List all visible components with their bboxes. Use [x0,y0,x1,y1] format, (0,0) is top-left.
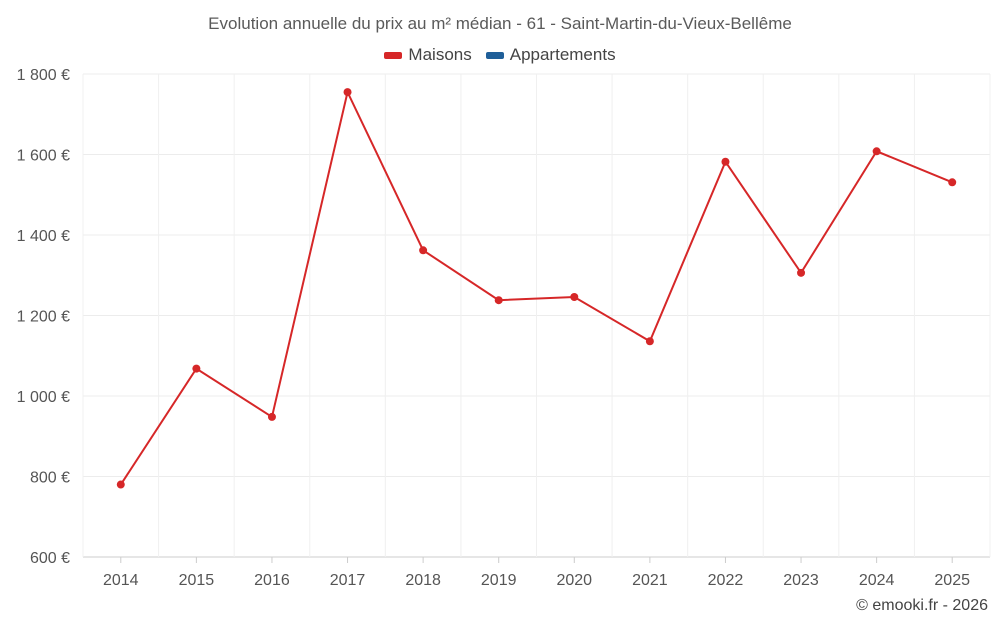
legend-label-appartements: Appartements [509,45,616,64]
x-tick-label: 2018 [405,572,441,589]
data-point [570,292,579,301]
x-tick-label: 2022 [708,572,744,589]
series-line-maisons [119,89,953,486]
x-tick-label: 2021 [632,572,668,589]
y-tick-label: 1 800 € [17,67,70,84]
legend-swatch-appartements [485,51,504,59]
legend-item-appartements[interactable]: Appartements [485,45,616,65]
x-tick-label: 2017 [330,572,366,589]
y-tick-label: 600 € [30,550,70,567]
legend-item-maisons[interactable]: Maisons [384,45,472,65]
data-point [797,268,806,277]
x-tick-label: 2023 [783,572,819,589]
y-tick-label: 1 600 € [17,148,70,165]
data-point [267,412,276,421]
x-tick-label: 2015 [179,572,215,589]
credit-text: © emooki.fr - 2026 [856,597,988,614]
data-point [116,480,125,489]
chart-title: Evolution annuelle du prix au m² médian … [208,14,792,33]
data-point [645,337,654,346]
data-point [494,296,503,305]
y-tick-label: 1 400 € [17,228,70,245]
x-tick-label: 2019 [481,572,517,589]
data-point [343,88,352,97]
chart-legend: Maisons Appartements [0,45,1000,65]
y-tick-label: 800 € [30,470,70,487]
data-point [192,364,201,373]
legend-label-maisons: Maisons [408,45,472,64]
x-tick-label: 2020 [556,572,592,589]
data-point [419,246,428,255]
data-point [872,147,881,156]
y-tick-label: 1 000 € [17,389,70,406]
data-point [721,157,730,166]
x-tick-label: 2014 [103,572,139,589]
x-tick-label: 2016 [254,572,290,589]
x-tick-label: 2024 [859,572,895,589]
x-tick-label: 2025 [934,572,970,589]
data-point [948,178,957,187]
y-tick-label: 1 200 € [17,309,70,326]
legend-swatch-maisons [384,51,403,59]
